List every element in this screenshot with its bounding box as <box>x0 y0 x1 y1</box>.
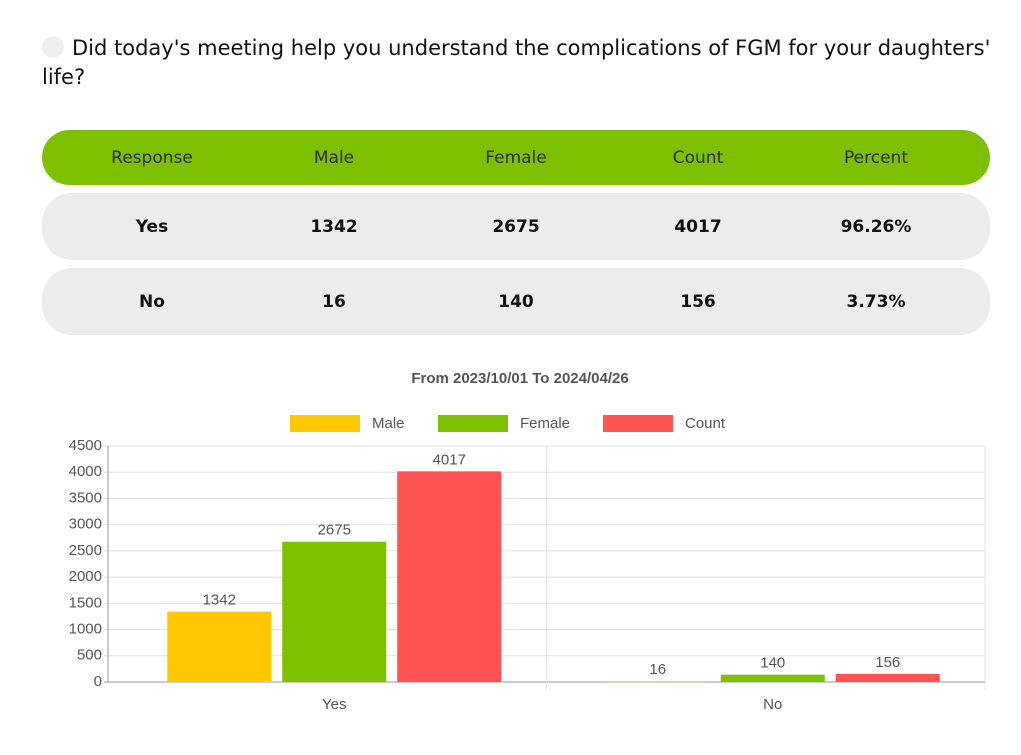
cell: 16 <box>322 291 346 312</box>
cell: 2675 <box>492 216 540 237</box>
cell: 96.26% <box>840 216 912 237</box>
cell: 1342 <box>310 216 358 237</box>
chart-title: From 2023/10/01 To 2024/04/26 <box>411 370 628 387</box>
icon <box>42 36 64 58</box>
bar <box>835 673 940 682</box>
cell: Male <box>313 147 355 168</box>
cell: Yes <box>135 216 169 237</box>
legend-label: Female <box>520 415 570 432</box>
cell: 156 <box>680 291 716 312</box>
legend-label: Male <box>372 415 405 432</box>
question-text: Did today's meeting help you understand … <box>42 36 991 89</box>
bar <box>397 471 502 682</box>
cell: No <box>139 291 165 312</box>
y-tick-label: 500 <box>77 647 102 664</box>
x-tick-label: No <box>763 696 782 713</box>
y-tick-label: 4500 <box>69 437 102 454</box>
question: Did today's meeting help you understand … <box>42 34 992 92</box>
y-tick-label: 2000 <box>69 568 102 585</box>
y-tick-label: 0 <box>94 673 102 690</box>
x-tick-label: Yes <box>322 696 346 713</box>
bar <box>167 611 272 682</box>
legend-swatch <box>603 415 673 432</box>
cell: Response <box>111 147 193 168</box>
data-label: 2675 <box>318 522 351 539</box>
cell: Count <box>672 147 724 168</box>
table-row: No 16 140 156 3.73% <box>42 268 990 335</box>
data-label: 1342 <box>203 592 236 609</box>
legend-swatch <box>438 415 508 432</box>
cell: Female <box>485 147 547 168</box>
data-label: 16 <box>649 661 666 678</box>
cell: 3.73% <box>846 291 906 312</box>
y-tick-label: 2500 <box>69 542 102 559</box>
bar <box>282 541 387 682</box>
data-label: 140 <box>760 655 785 672</box>
bar <box>720 674 825 682</box>
bar <box>605 681 710 683</box>
y-tick-label: 1000 <box>69 621 102 638</box>
y-tick-label: 3000 <box>69 516 102 533</box>
data-label: 156 <box>875 654 900 671</box>
cell: 140 <box>498 291 534 312</box>
cell: 4017 <box>674 216 722 237</box>
y-tick-label: 4000 <box>69 463 102 480</box>
data-label: 4017 <box>433 451 466 468</box>
table-row: Yes 1342 2675 4017 96.26% <box>42 193 990 260</box>
legend-label: Count <box>685 415 726 432</box>
legend-swatch <box>290 415 360 432</box>
y-tick-label: 3500 <box>69 489 102 506</box>
cell: Percent <box>844 147 908 168</box>
header-row: Response Male Female Count Percent <box>42 130 990 185</box>
y-tick-label: 1500 <box>69 594 102 611</box>
